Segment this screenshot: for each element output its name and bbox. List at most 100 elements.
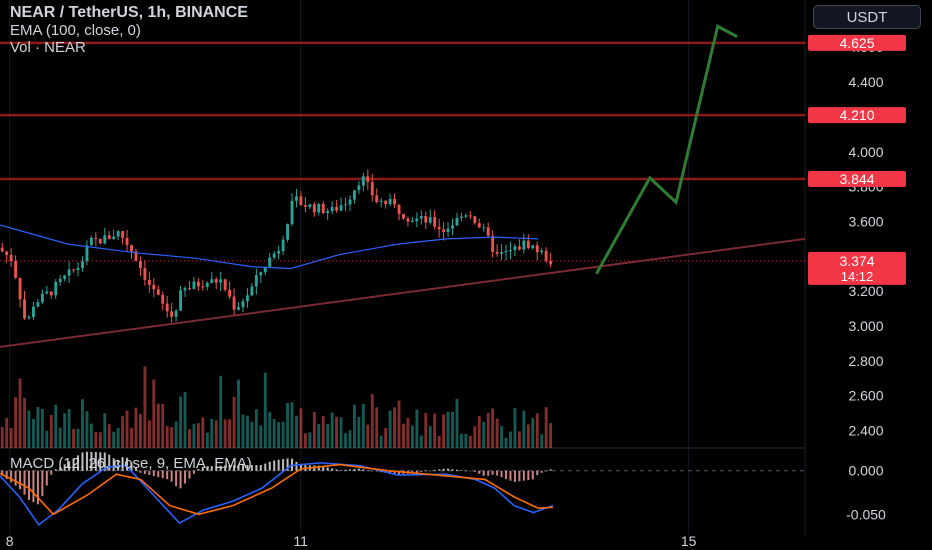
candle-body	[517, 246, 521, 250]
volume-bar	[357, 416, 361, 448]
candle-body	[9, 255, 13, 262]
candle-body	[63, 275, 67, 279]
macd-histogram-bar	[317, 465, 320, 471]
volume-bar	[522, 410, 526, 448]
volume-bar	[188, 429, 191, 448]
macd-legend[interactable]: MACD (12, 26, close, 9, EMA, EMA)	[10, 455, 252, 472]
volume-bar	[196, 423, 200, 448]
macd-histogram-bar	[206, 466, 209, 471]
macd-histogram-bar	[478, 470, 481, 474]
volume-bar	[517, 431, 521, 448]
volume-bar	[0, 427, 4, 448]
level-label-bg-2	[808, 170, 906, 187]
candle-body	[437, 226, 441, 230]
volume-bar	[201, 417, 205, 448]
level-label-bg-1	[808, 107, 906, 124]
macd-histogram-bar	[246, 465, 249, 471]
volume-legend[interactable]: Vol · NEAR	[10, 39, 86, 56]
macd-histogram-bar	[85, 451, 88, 471]
candle-body	[165, 303, 169, 312]
volume-bar	[317, 424, 321, 448]
macd-histogram-bar	[130, 462, 133, 471]
macd-histogram-bar	[335, 469, 338, 471]
macd-histogram-bar	[81, 452, 84, 471]
volume-bar	[326, 423, 330, 448]
macd-histogram-bar	[540, 470, 543, 473]
price-tick-8: 2.600	[848, 388, 883, 404]
candle-body	[174, 310, 178, 317]
volume-bar	[308, 432, 312, 448]
volume-bar	[98, 432, 102, 448]
candle-body	[147, 279, 151, 285]
macd-histogram-bar	[112, 458, 115, 471]
candle-body	[335, 206, 339, 211]
candle-body	[112, 236, 116, 239]
macd-histogram-bar	[219, 465, 222, 471]
volume-bar	[437, 435, 441, 448]
volume-bars	[0, 366, 553, 448]
volume-bar	[531, 418, 535, 448]
candle-body	[312, 204, 316, 213]
volume-bar	[491, 408, 495, 448]
macd-histogram-bar	[161, 470, 164, 479]
axis-layer: 4.6004.4004.0003.8003.6003.2003.0002.800…	[6, 34, 906, 549]
macd-histogram-bar	[500, 470, 503, 478]
volume-bar	[464, 433, 468, 448]
volume-bar	[415, 409, 419, 448]
macd-histogram-bar	[23, 470, 26, 495]
volume-bar	[143, 366, 147, 448]
macd-histogram-bar	[496, 470, 499, 476]
volume-bar	[268, 412, 272, 448]
volume-bar	[353, 404, 356, 448]
candle-body	[205, 282, 209, 287]
macd-histogram-bar	[152, 470, 155, 477]
macd-histogram-bar	[348, 469, 351, 471]
macd-histogram-bar	[522, 470, 525, 481]
volume-bar	[277, 422, 281, 448]
candle-body	[210, 279, 214, 283]
candle-body	[522, 240, 526, 250]
macd-histogram-bar	[241, 465, 244, 471]
macd-histogram-bar	[469, 470, 472, 472]
support-trendline	[0, 237, 806, 348]
currency-button[interactable]: USDT	[813, 5, 921, 29]
candle-body	[241, 301, 245, 308]
macd-histogram-bar	[59, 467, 62, 471]
volume-bar	[361, 403, 365, 448]
volume-bar	[81, 399, 84, 448]
volume-bar	[397, 400, 401, 448]
macd-histogram-bar	[27, 470, 30, 501]
volume-bar	[286, 403, 289, 448]
macd-histogram-bar	[549, 469, 552, 471]
volume-bar	[549, 423, 553, 448]
macd-histogram-bar	[268, 461, 271, 471]
macd-histogram-bar	[509, 470, 512, 481]
candle-body	[27, 317, 31, 319]
price-tick-1: 4.400	[848, 74, 883, 90]
macd-histogram-bar	[340, 470, 343, 471]
price-tick-9: 2.400	[848, 423, 883, 439]
macd-histogram-bar	[192, 470, 195, 474]
ema-legend[interactable]: EMA (100, close, 0)	[10, 22, 141, 39]
time-tick-2: 15	[681, 533, 697, 549]
macd-histogram-bar	[157, 470, 160, 478]
candle-body	[272, 253, 276, 258]
macd-histogram-bar	[1, 470, 4, 476]
volume-bar	[509, 431, 512, 448]
candle-body	[268, 257, 272, 267]
candle-body	[219, 279, 223, 283]
volume-bar	[32, 418, 35, 448]
candle-body	[232, 296, 236, 310]
macd-histogram-bar	[326, 467, 329, 471]
macd-histogram-bar	[527, 470, 530, 481]
volume-bar	[495, 418, 499, 448]
candle-body	[321, 203, 325, 214]
candle-body	[49, 291, 53, 296]
volume-bar	[23, 397, 26, 448]
volume-bar	[263, 372, 267, 448]
candle-body	[67, 269, 71, 276]
candle-body	[32, 306, 35, 318]
price-tick-7: 2.800	[848, 353, 883, 369]
volume-bar	[295, 415, 298, 448]
